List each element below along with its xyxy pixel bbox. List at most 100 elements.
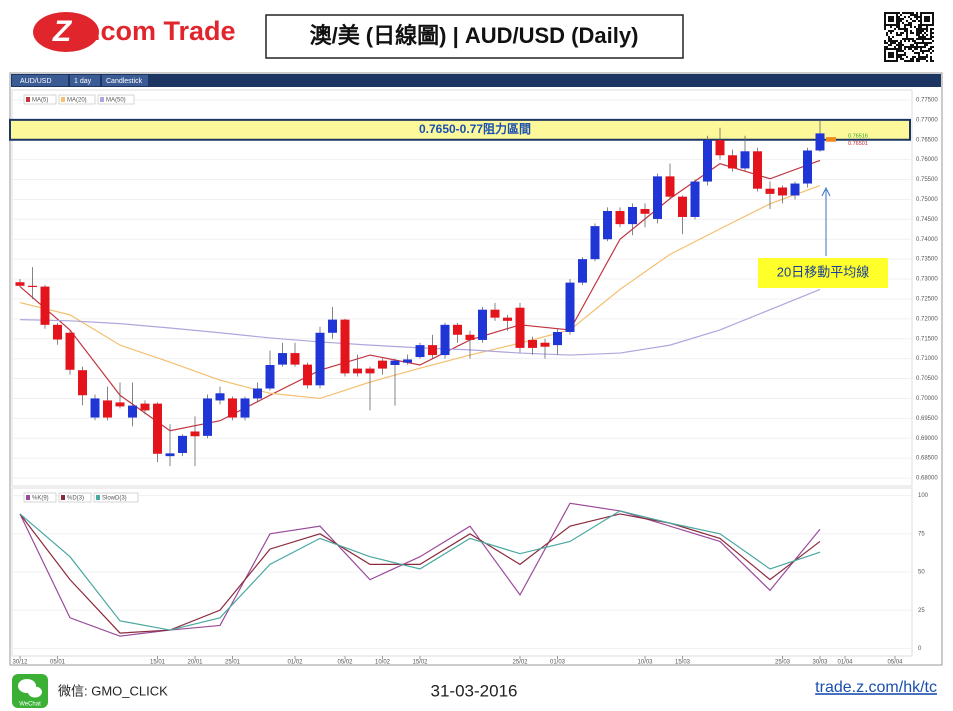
qr-cell [914,42,916,44]
qr-cell [930,48,932,50]
qr-cell [928,18,930,20]
qr-cell [932,18,934,20]
candle-body [353,368,362,374]
candle-body [153,403,162,454]
qr-cell [918,52,920,54]
qr-cell [912,50,914,52]
candle-body [615,210,625,225]
qr-cell [888,52,890,54]
qr-cell [896,52,898,54]
qr-cell [920,12,922,14]
qr-cell [926,30,928,32]
qr-cell [918,42,920,44]
qr-cell [922,56,924,58]
qr-cell [932,28,934,30]
legend-label: %K(9) [32,496,49,502]
qr-cell [924,38,926,40]
qr-cell [890,16,892,18]
qr-cell [904,30,906,32]
qr-cell [910,38,912,40]
y-tick-label: 0.68000 [916,476,938,482]
resistance-label: 0.7650-0.77阻力區間 [419,121,531,136]
qr-cell [896,22,898,24]
series-line [19,502,821,637]
y-tick-label: 0.74000 [916,237,938,243]
qr-cell [898,20,900,22]
qr-cell [914,52,916,54]
tab-label[interactable]: 1 day [74,78,92,85]
tab[interactable] [102,75,148,86]
tab-label[interactable]: AUD/USD [20,78,52,85]
qr-cell [884,22,886,24]
qr-cell [890,24,892,26]
candle-body [240,398,250,418]
candle-body [553,331,562,346]
qr-cell [914,40,916,42]
tab[interactable] [12,75,68,86]
qr-cell [924,18,926,20]
x-tick-label: 01/04 [837,660,853,666]
qr-cell [888,16,890,18]
qr-cell [926,28,928,30]
qr-cell [916,44,918,46]
candle-body [603,210,612,240]
qr-cell [884,18,886,20]
y-tick-label: 0.76000 [916,157,938,163]
tab-label[interactable]: Candlestick [106,78,143,85]
qr-cell [924,56,926,58]
y-tick-label: 0.69500 [916,416,938,422]
qr-cell [930,56,932,58]
qr-cell [920,16,922,18]
price-label: 0.76516 [848,134,868,140]
series-line [19,184,821,400]
qr-cell [924,12,926,14]
qr-cell [886,12,888,14]
legend-swatch [61,495,65,500]
candle-body [815,133,825,151]
qr-cell [892,36,894,38]
qr-cell [906,36,908,38]
qr-cell [924,46,926,48]
qr-cell [908,38,910,40]
candle-body [665,176,675,197]
qr-cell [930,52,932,54]
candle-body [753,151,762,189]
qr-cell [890,56,892,58]
qr-cell [920,18,922,20]
qr-cell [888,40,890,42]
qr-cell [894,42,896,44]
qr-cell [918,36,920,38]
qr-cell [884,50,886,52]
qr-cell [888,18,890,20]
series-line [19,513,821,634]
qr-cell [898,18,900,20]
qr-cell [890,32,892,34]
legend-label: MA(5) [32,98,48,104]
candle-body [740,151,750,169]
candle-body [40,286,50,325]
qr-cell [898,50,900,52]
link[interactable]: trade.z.com/hk/tc [815,679,937,696]
qr-cell [906,56,908,58]
qr-cell [932,46,934,48]
qr-cell [888,56,890,58]
qr-cell [908,12,910,14]
qr-cell [924,20,926,22]
y-tick-label: 0.71500 [916,336,938,342]
qr-cell [926,12,928,14]
candle-body [328,319,337,333]
annotation-arrowhead [821,186,831,197]
qr-cell [910,26,912,28]
qr-cell [928,16,930,18]
qr-cell [890,48,892,50]
qr-cell [890,38,892,40]
tab[interactable] [70,75,100,86]
qr-cell [886,32,888,34]
candle-body [540,342,550,347]
qr-cell [910,14,912,16]
candle-body [365,368,375,374]
qr-cell [910,48,912,50]
qr-cell [906,12,908,14]
y-tick-label: 0.70500 [916,376,938,382]
